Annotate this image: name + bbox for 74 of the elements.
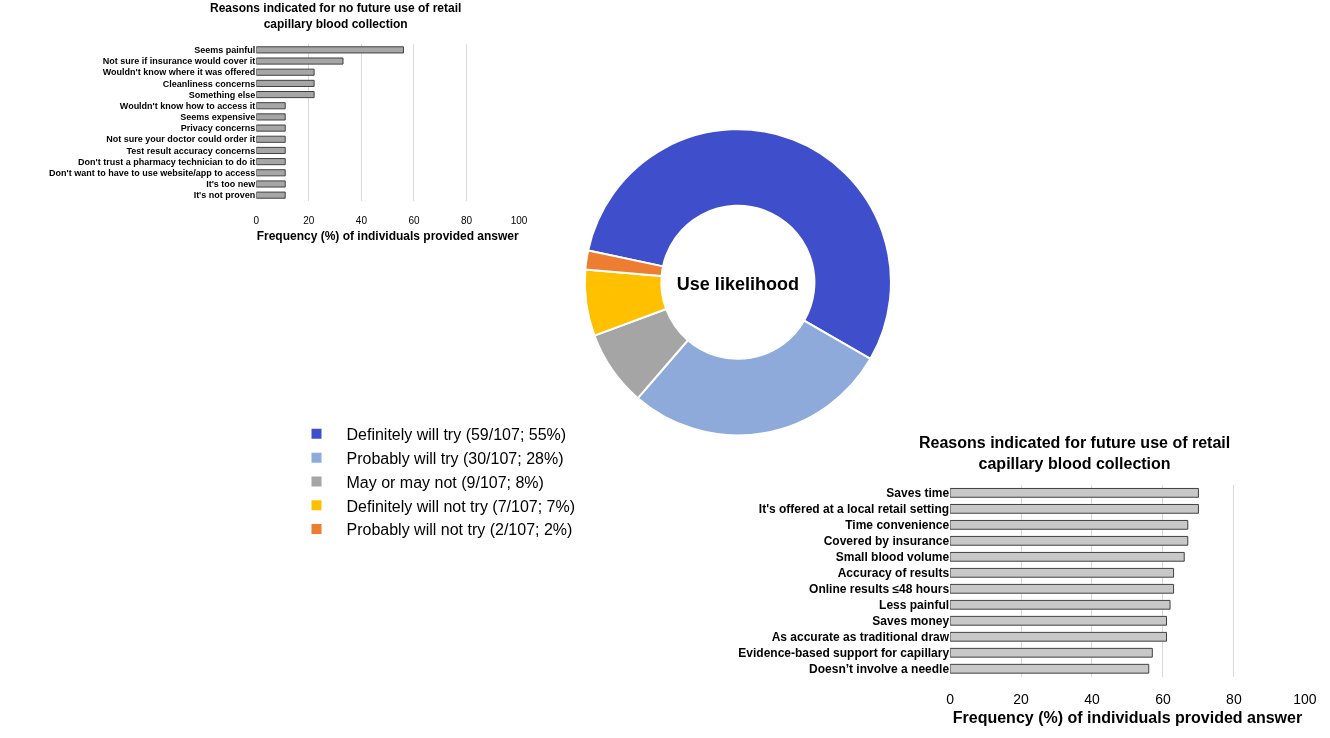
y-tick-label: Seems painful [194,45,256,56]
y-tick-label: Less painful [879,598,950,612]
x-tick-label: 60 [1155,690,1171,707]
y-tick-label: Evidence-based support for capillary [738,645,950,660]
x-tick-label: 40 [355,214,368,226]
legend-label: Definitely will not try (7/107; 7%) [346,497,576,515]
bar [256,57,344,65]
x-tick-label: 100 [1293,690,1317,707]
bar [256,191,286,199]
chart-title: Reasons indicated for no future use of retail capillary blood collection [210,1,462,31]
bar [950,599,1171,610]
x-tick-label: 80 [1226,690,1242,707]
x-tick-label: 20 [1013,690,1030,707]
y-tick-label: Not sure if insurance would cover it [102,56,256,67]
bar [256,46,404,54]
bar [256,91,315,99]
y-tick-label: It's too new [206,179,257,190]
bar [256,135,286,143]
bar [950,503,1199,514]
y-tick-label: Online results ≤48 hours [809,582,950,597]
bar [256,124,286,132]
y-tick-label: Accuracy of results [837,566,950,581]
y-tick-label: It's not proven [193,190,256,201]
y-tick-label: Saves money [872,613,950,628]
x-tick-label: 100 [510,214,528,226]
y-tick-label: Something else [188,89,256,100]
x-tick-label: 40 [1084,690,1100,707]
bar [256,102,286,110]
y-tick-label: Not sure your doctor could order it [106,134,256,145]
y-tick-label: Seems expensive [180,112,256,123]
y-tick-label: Wouldn't know where it was offered [102,67,256,78]
legend-label: Probably will try (30/107; 28%) [346,449,564,467]
bar [950,647,1153,658]
bar [950,551,1185,562]
bar [950,535,1189,546]
y-tick-label: Doesn’t involve a needle [809,661,950,676]
bar [950,567,1175,578]
y-tick-label: Covered by insurance [823,534,950,549]
bar [950,631,1167,642]
x-tick-label: 0 [946,690,955,707]
bar [256,180,286,188]
bar [950,519,1189,530]
bar [256,169,286,177]
bar [256,146,286,155]
legend-label: Probably will not try (2/107; 2%) [346,521,573,539]
y-tick-label: Small blood volume [835,550,950,565]
bar [256,158,286,166]
y-tick-label: As accurate as traditional draw [771,629,950,644]
bar [950,615,1167,626]
text: Use likelihood [676,274,799,295]
y-tick-label: Don't want to have to use website/app to access [49,167,256,178]
legend-label: Definitely will try (59/107; 55%) [346,426,567,444]
bar [256,68,315,76]
bar [950,487,1199,498]
y-tick-label: Wouldn't know how to access it [119,100,256,111]
bar [950,583,1175,594]
x-tick-label: 60 [408,214,420,226]
x-tick-label: 0 [253,214,260,226]
x-axis-title: Frequency (%) of individuals provided answer [952,709,1303,727]
y-tick-label: It's offered at a local retail setting [758,502,950,517]
legend-label: May or may not (9/107; 8%) [346,473,544,491]
chart-title: Reasons indicated for future use of retail capillary blood collection [919,434,1231,472]
y-tick-label: Don't trust a pharmacy technician to do it [78,156,256,167]
y-tick-label: Test result accuracy concerns [126,145,256,156]
y-tick-label: Time convenience [845,518,950,533]
y-tick-label: Privacy concerns [180,123,256,134]
y-tick-label: Saves time [886,486,950,501]
bar [256,113,286,121]
bar [950,663,1150,674]
y-tick-label: Cleanliness concerns [162,78,256,89]
x-axis-title: Frequency (%) of individuals provided answer [256,228,520,243]
x-tick-label: 80 [460,214,473,226]
x-tick-label: 20 [303,214,315,226]
bar [256,79,315,87]
